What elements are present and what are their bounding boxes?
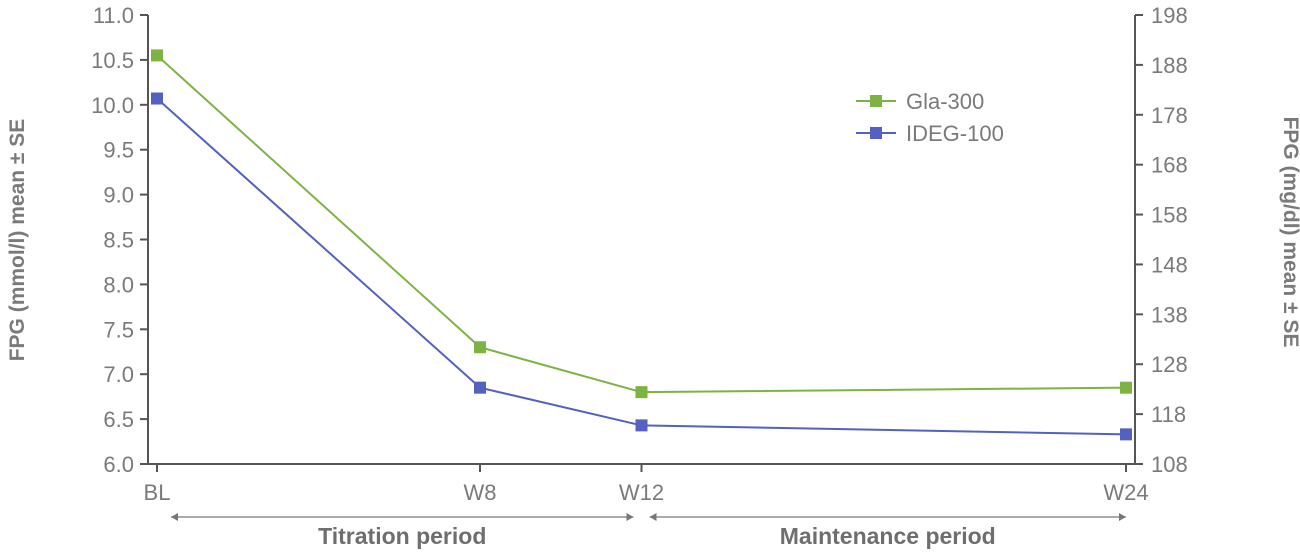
data-point	[635, 419, 648, 432]
x-tick-label: W24	[1103, 480, 1148, 505]
period-arrow-head-right	[1119, 513, 1126, 521]
period-label: Maintenance period	[780, 523, 996, 549]
data-point	[1120, 428, 1132, 441]
data-point	[151, 92, 163, 105]
period-arrow-head-right	[626, 513, 634, 521]
y-tick-label: 9.5	[103, 138, 134, 163]
y2-tick-label: 108	[1151, 452, 1188, 477]
y2-tick-label: 168	[1151, 153, 1188, 178]
legend-label: Gla-300	[906, 89, 984, 114]
y-tick-label: 11.0	[93, 3, 134, 28]
y-tick-label: 7.5	[103, 317, 134, 342]
y-axis-left-title: FPG (mmol/l) mean ± SE	[6, 119, 29, 362]
axes: 6.0 6.5 7.0 7.5 8.0 8.5 9.0 9.5 10.0 10.5 11.0 108 1…	[91, 3, 1188, 549]
legend-label: IDEG-100	[906, 121, 1004, 146]
data-point	[474, 381, 486, 394]
y2-tick-label: 118	[1151, 402, 1186, 427]
y2-tick-label: 198	[1151, 3, 1188, 28]
period-arrow-head-left	[171, 513, 178, 521]
y-tick-label: 7.0	[103, 362, 134, 387]
legend-marker	[870, 127, 882, 139]
series-line	[156, 97, 1127, 436]
data-point	[635, 386, 648, 399]
data-point	[474, 341, 486, 354]
period-arrow-head-left	[649, 513, 657, 521]
series-line	[156, 54, 1127, 394]
period-label: Titration period	[318, 523, 486, 549]
y2-tick-label: 158	[1151, 203, 1188, 228]
y2-tick-label: 148	[1151, 252, 1188, 277]
y2-tick-label: 178	[1151, 103, 1188, 128]
y2-tick-label: 128	[1151, 352, 1188, 377]
y-tick-label: 8.0	[103, 272, 134, 297]
x-tick-label: BL	[144, 480, 171, 505]
data-point	[151, 49, 163, 62]
series-layer	[151, 49, 1132, 441]
legend: Gla-300 IDEG-100	[856, 89, 1004, 146]
y-tick-label: 6.5	[103, 407, 134, 432]
y-axis-right-title: FPG (mg/dl) mean ± SE	[1279, 117, 1300, 348]
x-tick-label: W12	[619, 480, 664, 505]
y-tick-label: 10.0	[91, 93, 134, 118]
y-tick-label: 9.0	[103, 183, 134, 208]
y-tick-label: 6.0	[103, 452, 134, 477]
legend-marker	[870, 95, 882, 107]
y2-tick-label: 138	[1151, 302, 1188, 327]
x-tick-label: W8	[464, 480, 497, 505]
y2-tick-label: 188	[1151, 53, 1188, 78]
y-tick-label: 8.5	[103, 228, 134, 253]
data-point	[1120, 381, 1132, 394]
y-tick-label: 10.5	[91, 48, 134, 73]
